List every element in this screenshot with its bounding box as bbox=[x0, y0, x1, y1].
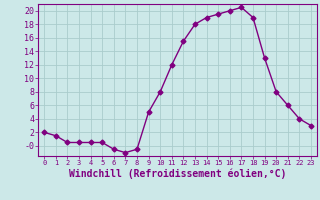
X-axis label: Windchill (Refroidissement éolien,°C): Windchill (Refroidissement éolien,°C) bbox=[69, 169, 286, 179]
